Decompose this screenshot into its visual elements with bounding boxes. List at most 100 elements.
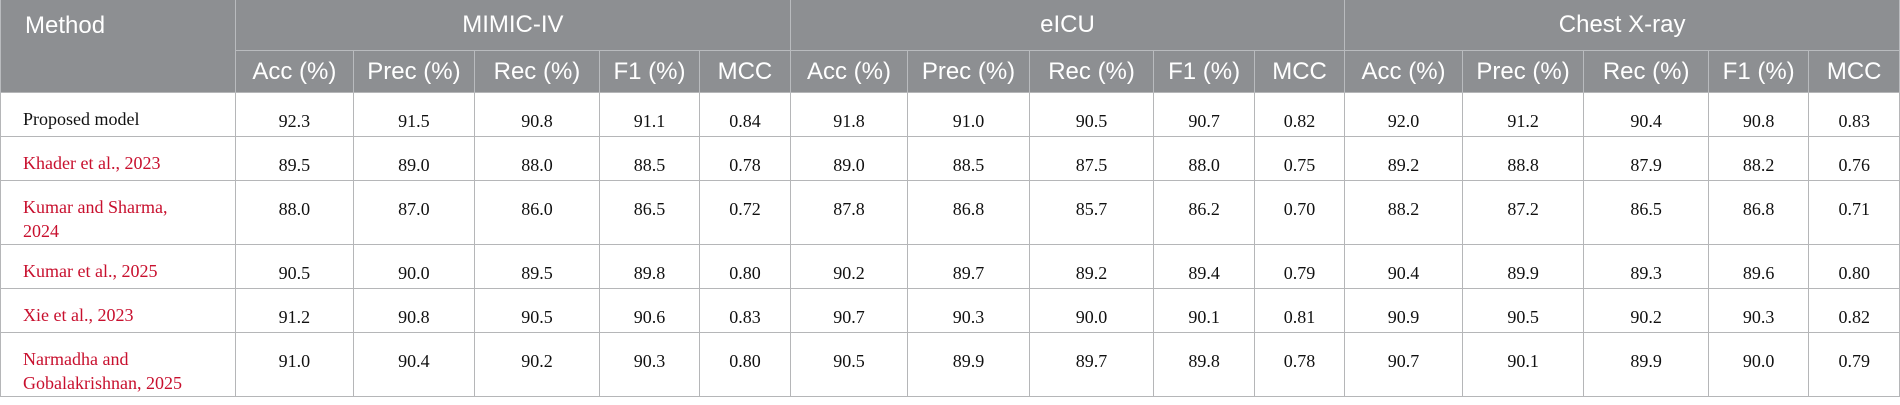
value-cell: 90.4 bbox=[1583, 92, 1709, 137]
value-cell: 0.82 bbox=[1253, 92, 1346, 137]
value-cell: 0.84 bbox=[699, 92, 791, 137]
metric-header: Rec (%) bbox=[474, 50, 600, 93]
value-cell: 0.72 bbox=[699, 180, 791, 245]
citation-link[interactable]: Xie et al., 2023 bbox=[0, 288, 237, 333]
metric-header: Prec (%) bbox=[1461, 50, 1585, 93]
value-cell: 86.5 bbox=[1583, 180, 1709, 245]
method-name-cell: Proposed model bbox=[0, 92, 237, 137]
value-cell: 92.0 bbox=[1344, 92, 1463, 137]
value-cell: 0.80 bbox=[699, 332, 791, 397]
metric-header: Acc (%) bbox=[789, 50, 909, 93]
value-cell: 0.81 bbox=[1253, 288, 1346, 333]
value-cell: 90.5 bbox=[789, 332, 909, 397]
value-cell: 89.9 bbox=[1461, 244, 1585, 289]
method-name-line: Xie et al., 2023 bbox=[23, 305, 134, 325]
value-cell: 88.5 bbox=[907, 136, 1030, 181]
value-cell: 90.2 bbox=[789, 244, 909, 289]
value-cell: 86.8 bbox=[1707, 180, 1810, 245]
value-cell: 86.0 bbox=[474, 180, 600, 245]
method-name-line: Gobalakrishnan, 2025 bbox=[23, 373, 182, 393]
value-cell: 89.7 bbox=[907, 244, 1030, 289]
value-cell: 0.75 bbox=[1253, 136, 1346, 181]
value-cell: 89.8 bbox=[1153, 332, 1255, 397]
value-cell: 87.5 bbox=[1028, 136, 1155, 181]
value-cell: 0.71 bbox=[1808, 180, 1900, 245]
table-row: Xie et al., 2023 91.2 90.8 90.5 90.6 0.83 90.7… bbox=[0, 288, 1900, 333]
value-cell: 91.1 bbox=[598, 92, 701, 137]
table-row: Kumar et al., 2025 90.5 90.0 89.5 89.8 0.80 90… bbox=[0, 244, 1900, 289]
citation-link[interactable]: Kumar et al., 2025 bbox=[0, 244, 237, 289]
value-cell: 88.2 bbox=[1344, 180, 1463, 245]
value-cell: 91.8 bbox=[789, 92, 909, 137]
citation-link[interactable]: Kumar and Sharma, 2024 bbox=[0, 180, 237, 245]
value-cell: 0.83 bbox=[699, 288, 791, 333]
value-cell: 87.8 bbox=[789, 180, 909, 245]
value-cell: 90.3 bbox=[598, 332, 701, 397]
value-cell: 86.8 bbox=[907, 180, 1030, 245]
value-cell: 89.0 bbox=[789, 136, 909, 181]
method-name-line: Narmadha and bbox=[23, 349, 129, 369]
value-cell: 90.7 bbox=[1344, 332, 1463, 397]
value-cell: 86.5 bbox=[598, 180, 701, 245]
metric-header: Acc (%) bbox=[1344, 50, 1463, 93]
value-cell: 91.0 bbox=[235, 332, 354, 397]
method-name-line: Kumar et al., 2025 bbox=[23, 261, 158, 281]
value-cell: 90.2 bbox=[1583, 288, 1709, 333]
table-body: Proposed model 92.3 91.5 90.8 91.1 0.84 91.8 91… bbox=[0, 92, 1900, 397]
value-cell: 90.5 bbox=[1028, 92, 1155, 137]
value-cell: 90.4 bbox=[1344, 244, 1463, 289]
value-cell: 90.0 bbox=[1707, 332, 1810, 397]
value-cell: 89.5 bbox=[235, 136, 354, 181]
value-cell: 87.2 bbox=[1461, 180, 1585, 245]
method-name-line: Khader et al., 2023 bbox=[23, 153, 161, 173]
value-cell: 88.0 bbox=[235, 180, 354, 245]
value-cell: 89.0 bbox=[352, 136, 476, 181]
value-cell: 90.9 bbox=[1344, 288, 1463, 333]
table-row: Khader et al., 2023 89.5 89.0 88.0 88.5 0.78 8… bbox=[0, 136, 1900, 181]
method-name-line: 2024 bbox=[23, 221, 59, 241]
value-cell: 91.2 bbox=[1461, 92, 1585, 137]
value-cell: 90.8 bbox=[474, 92, 600, 137]
value-cell: 91.2 bbox=[235, 288, 354, 333]
value-cell: 90.8 bbox=[352, 288, 476, 333]
value-cell: 90.7 bbox=[1153, 92, 1255, 137]
value-cell: 90.6 bbox=[598, 288, 701, 333]
value-cell: 89.4 bbox=[1153, 244, 1255, 289]
metric-header: MCC bbox=[1253, 50, 1346, 93]
method-name-line: Kumar and Sharma, bbox=[23, 197, 168, 217]
value-cell: 88.2 bbox=[1707, 136, 1810, 181]
header-group-row: Method MIMIC-IV eICU Chest X-ray bbox=[0, 0, 1900, 93]
value-cell: 91.5 bbox=[352, 92, 476, 137]
value-cell: 89.9 bbox=[907, 332, 1030, 397]
header-metric-row: Acc (%) Prec (%) Rec (%) F1 (%) MCC Acc (%) Pr… bbox=[1, 50, 1900, 93]
citation-link[interactable]: Khader et al., 2023 bbox=[0, 136, 237, 181]
value-cell: 88.0 bbox=[1153, 136, 1255, 181]
value-cell: 89.2 bbox=[1028, 244, 1155, 289]
metric-header: MCC bbox=[699, 50, 791, 93]
citation-link[interactable]: Narmadha and Gobalakrishnan, 2025 bbox=[0, 332, 237, 397]
value-cell: 90.0 bbox=[1028, 288, 1155, 333]
metric-header: Prec (%) bbox=[907, 50, 1030, 93]
metric-header: F1 (%) bbox=[1707, 50, 1810, 93]
value-cell: 89.5 bbox=[474, 244, 600, 289]
table-row: Proposed model 92.3 91.5 90.8 91.1 0.84 91.8 91… bbox=[0, 92, 1900, 137]
group-header-chest-xray: Chest X-ray bbox=[1344, 0, 1900, 51]
metric-header: Rec (%) bbox=[1028, 50, 1155, 93]
value-cell: 90.5 bbox=[474, 288, 600, 333]
value-cell: 89.9 bbox=[1583, 332, 1709, 397]
value-cell: 90.8 bbox=[1707, 92, 1810, 137]
metric-header: Rec (%) bbox=[1583, 50, 1709, 93]
value-cell: 90.1 bbox=[1461, 332, 1585, 397]
value-cell: 0.79 bbox=[1808, 332, 1900, 397]
value-cell: 90.1 bbox=[1153, 288, 1255, 333]
method-name-line: Proposed model bbox=[23, 109, 140, 129]
value-cell: 90.4 bbox=[352, 332, 476, 397]
value-cell: 0.79 bbox=[1253, 244, 1346, 289]
value-cell: 89.2 bbox=[1344, 136, 1463, 181]
value-cell: 88.8 bbox=[1461, 136, 1585, 181]
method-column-header: Method bbox=[0, 0, 237, 93]
metric-header: Prec (%) bbox=[352, 50, 476, 93]
group-header-mimic-iv: MIMIC-IV bbox=[235, 0, 791, 51]
value-cell: 0.78 bbox=[699, 136, 791, 181]
